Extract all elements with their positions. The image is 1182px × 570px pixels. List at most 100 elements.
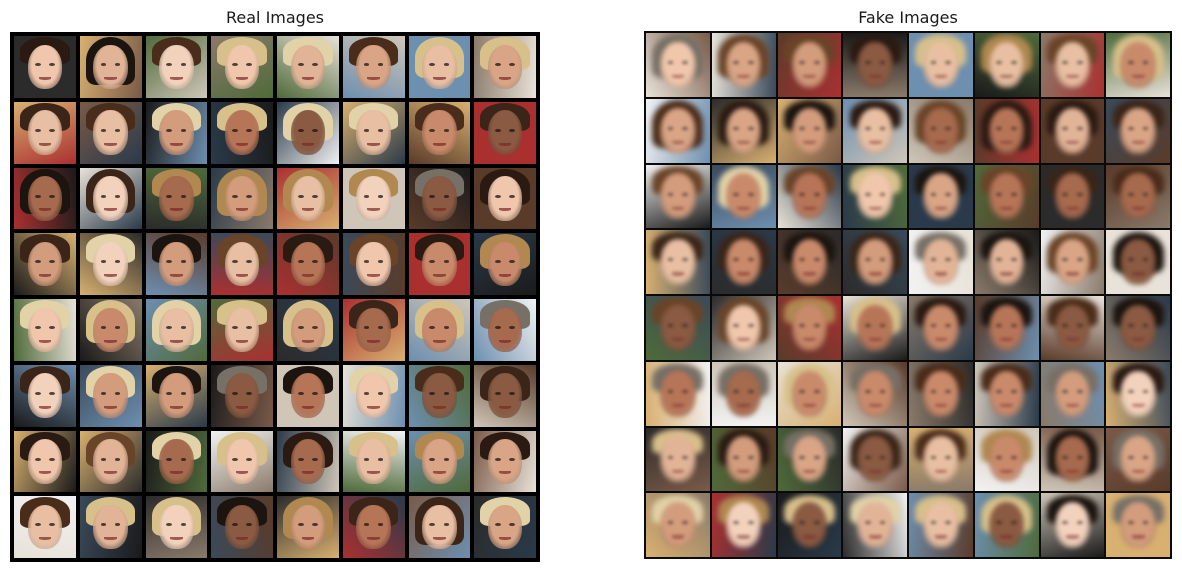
- mouth: [235, 471, 249, 475]
- mouth: [1000, 535, 1013, 539]
- real-image-tile: [408, 496, 471, 558]
- real-image-tile: [474, 364, 536, 427]
- mouth: [498, 537, 512, 541]
- face: [290, 110, 326, 155]
- mouth: [1066, 535, 1079, 539]
- eye: [114, 128, 121, 132]
- mouth: [235, 537, 249, 541]
- face: [422, 307, 457, 353]
- eye: [363, 260, 370, 264]
- eye: [166, 457, 173, 461]
- eye: [377, 63, 384, 67]
- fake-image-tile: [711, 33, 776, 97]
- face: [290, 373, 326, 418]
- eye: [996, 192, 1003, 196]
- fake-image-tile: [1106, 164, 1170, 229]
- mouth: [671, 75, 685, 79]
- mouth: [1131, 206, 1145, 210]
- mouth: [301, 537, 315, 541]
- eye: [733, 521, 740, 525]
- real-image-tile: [145, 167, 208, 230]
- eye: [945, 521, 952, 525]
- eye: [1076, 389, 1083, 393]
- eye: [748, 192, 754, 196]
- eye: [509, 391, 515, 395]
- real-image-tile: [211, 299, 273, 361]
- eye: [1076, 192, 1083, 196]
- eye: [682, 61, 689, 65]
- eye: [930, 258, 937, 262]
- face: [725, 173, 762, 220]
- real-image-tile: [474, 101, 536, 164]
- mouth: [671, 338, 685, 342]
- fake-image-tile: [843, 427, 907, 492]
- fake-images-title: Fake Images: [858, 8, 958, 27]
- eye: [495, 194, 501, 198]
- eye: [1142, 126, 1149, 130]
- fake-image-tile: [646, 164, 710, 229]
- eye: [246, 326, 252, 330]
- eye: [799, 521, 805, 525]
- face: [660, 41, 696, 88]
- eye: [945, 455, 952, 459]
- eye: [34, 391, 41, 395]
- eye: [879, 126, 886, 130]
- eye: [733, 324, 740, 328]
- face: [791, 502, 828, 549]
- eye: [100, 457, 107, 461]
- eye: [733, 455, 740, 459]
- mouth: [1131, 338, 1145, 342]
- eye: [443, 457, 450, 461]
- mouth: [671, 535, 685, 539]
- face: [356, 110, 391, 155]
- face: [1120, 107, 1156, 154]
- eye: [1142, 258, 1149, 262]
- eye: [1062, 324, 1068, 328]
- mouth: [737, 75, 750, 79]
- eye: [1076, 258, 1083, 262]
- eye: [166, 391, 173, 395]
- real-image-tile: [145, 36, 208, 98]
- fake-image-tile: [711, 296, 776, 360]
- fake-image-tile: [909, 33, 973, 97]
- fake-image-tile: [843, 164, 907, 229]
- fake-image-tile: [974, 427, 1039, 492]
- face: [27, 439, 63, 484]
- eye: [509, 63, 515, 67]
- face: [224, 439, 260, 484]
- face: [791, 436, 828, 483]
- mouth: [868, 338, 882, 342]
- face: [93, 241, 128, 287]
- eye: [1011, 258, 1017, 262]
- eye: [748, 455, 754, 459]
- mouth: [1131, 272, 1145, 276]
- eye: [377, 326, 384, 330]
- mouth: [38, 142, 52, 146]
- fake-image-tile: [974, 33, 1039, 97]
- mouth: [934, 403, 948, 407]
- eye: [495, 63, 501, 67]
- face: [660, 107, 696, 154]
- face: [224, 110, 260, 155]
- face: [224, 373, 260, 418]
- eye: [100, 391, 107, 395]
- eye: [1011, 61, 1017, 65]
- eye: [864, 192, 871, 196]
- eye: [429, 194, 436, 198]
- face: [487, 44, 523, 90]
- mouth: [367, 76, 380, 80]
- mouth: [934, 272, 948, 276]
- eye: [799, 192, 805, 196]
- mouth: [235, 274, 249, 278]
- mouth: [803, 535, 816, 539]
- mouth: [38, 339, 52, 343]
- eye: [996, 258, 1003, 262]
- fake-image-tile: [711, 493, 776, 557]
- face: [857, 107, 893, 154]
- face: [988, 502, 1025, 549]
- eye: [1062, 455, 1068, 459]
- face: [1054, 436, 1091, 483]
- face: [422, 373, 457, 418]
- eye: [945, 324, 952, 328]
- eye: [246, 457, 252, 461]
